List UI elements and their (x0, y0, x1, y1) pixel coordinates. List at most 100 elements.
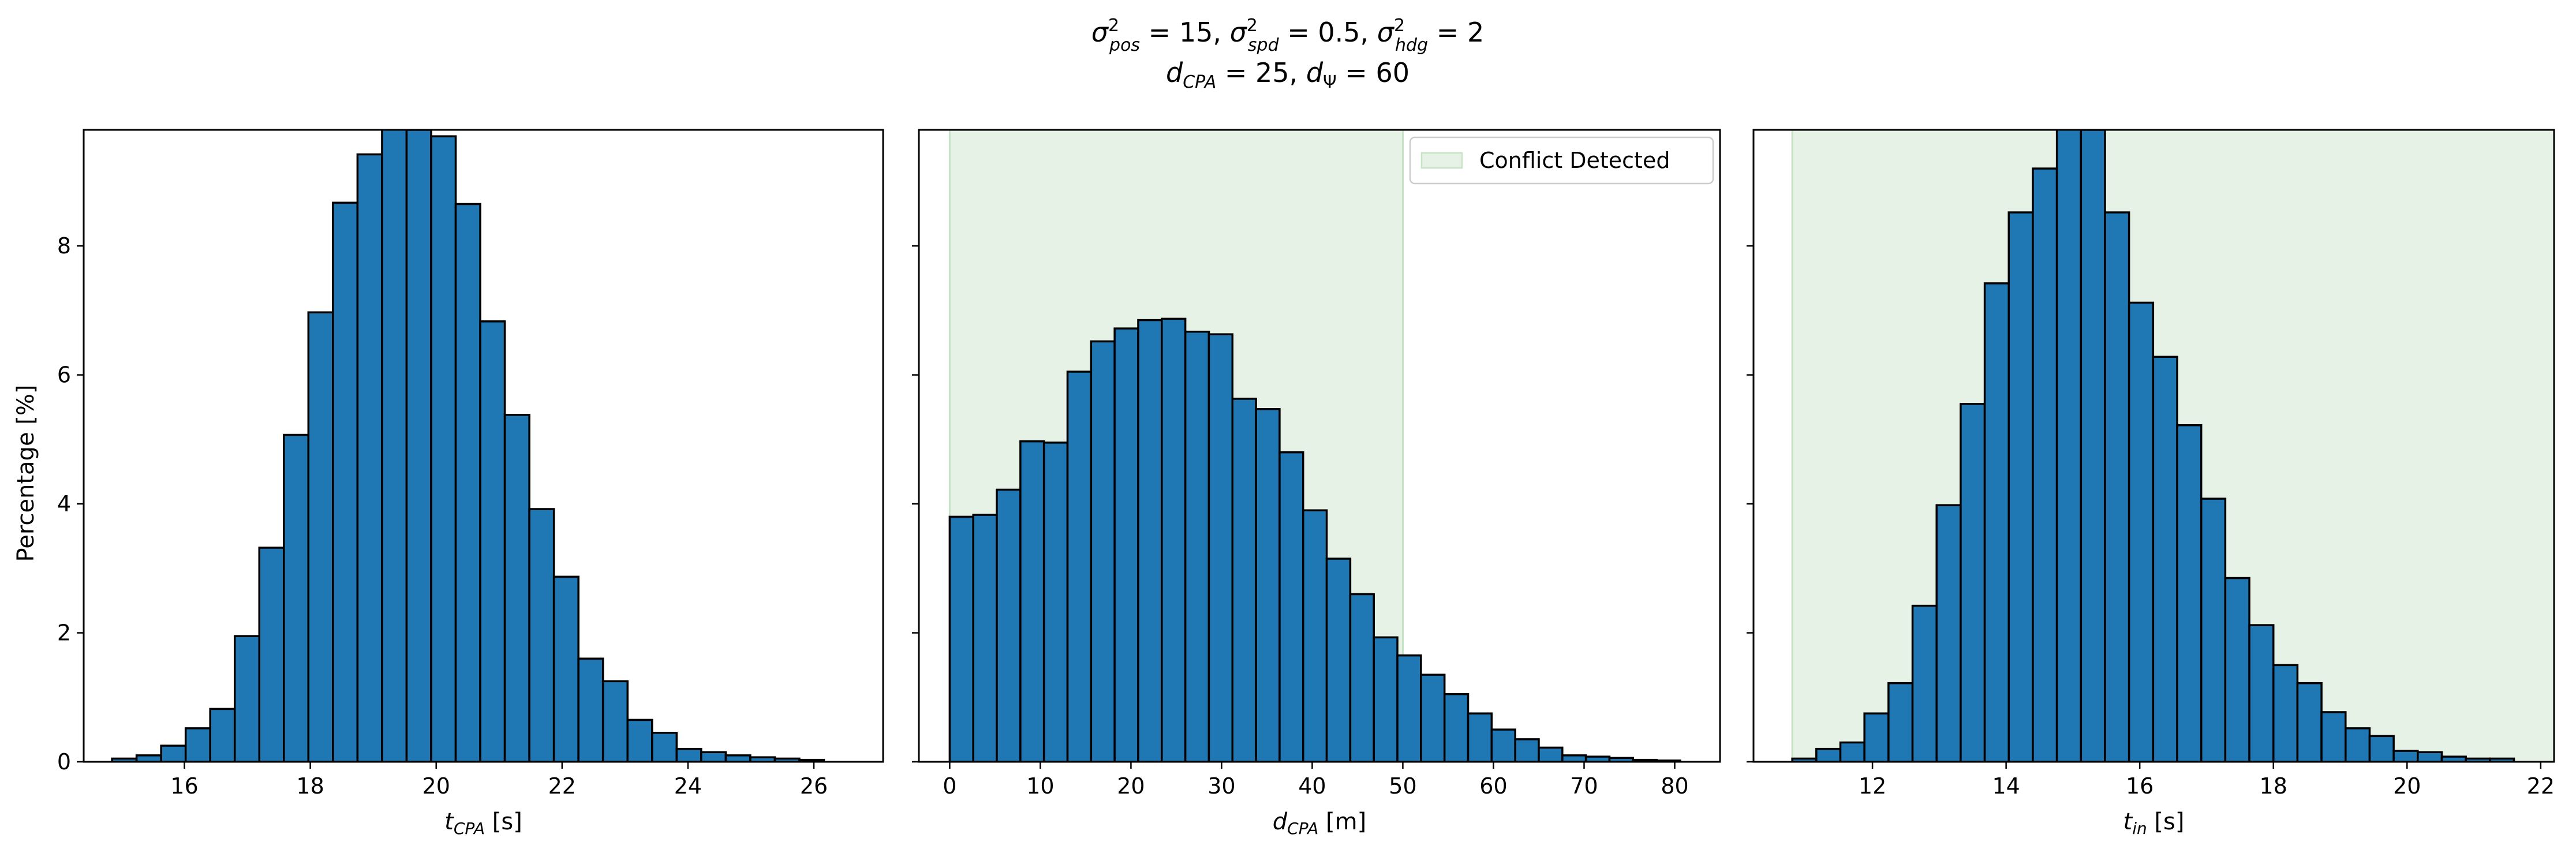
histogram-bar-25 (2392, 750, 2419, 762)
histogram-bar-14 (1278, 451, 1304, 762)
histogram-bar-11 (2055, 130, 2083, 762)
histogram-bar-13 (430, 135, 457, 762)
histogram-bar-20 (2272, 664, 2299, 762)
plot-area (948, 130, 1681, 762)
histogram-bar-16 (2176, 424, 2203, 762)
x-tick-label: 40 (1298, 773, 1326, 799)
x-tick-label: 10 (1026, 773, 1054, 799)
x-tick-label: 80 (1661, 773, 1688, 799)
histogram-bar-3 (1019, 440, 1045, 762)
axes-frame (83, 129, 884, 763)
legend-swatch (1420, 152, 1463, 169)
x-tick-label: 70 (1570, 773, 1598, 799)
x-axis-label: tin [s] (2123, 809, 2185, 838)
histogram-bar-19 (1396, 654, 1422, 762)
histogram-bar-13 (1255, 408, 1281, 762)
histogram-bar-24 (700, 751, 727, 762)
histogram-bar-23 (1490, 728, 1516, 762)
x-tick-label: 18 (2260, 773, 2287, 799)
histogram-bar-9 (332, 201, 359, 762)
y-tick-label: 2 (57, 620, 71, 646)
x-tick-label: 24 (674, 773, 702, 799)
histogram-bar-8 (1137, 319, 1163, 762)
histogram-bar-22 (1467, 712, 1493, 762)
histogram-bar-10 (1184, 330, 1210, 762)
y-tick-label: 8 (57, 233, 71, 259)
y-axis-label: Percentage [%] (13, 385, 39, 562)
histogram-bar-9 (1161, 317, 1187, 762)
histogram-bar-4 (1042, 442, 1069, 762)
histogram-bar-3 (1863, 712, 1890, 762)
histogram-bar-21 (2296, 682, 2323, 762)
histogram-bar-23 (675, 747, 702, 762)
histogram-bar-2 (996, 488, 1022, 762)
histogram-bar-6 (258, 547, 285, 762)
histogram-bar-14 (2128, 301, 2155, 762)
x-axis-label: dCPA [m] (1273, 809, 1366, 838)
x-tick-label: 20 (2393, 773, 2421, 799)
histogram-bar-17 (528, 508, 555, 762)
histogram-bar-6 (1090, 340, 1116, 762)
x-tick-label: 20 (1117, 773, 1145, 799)
histogram-bar-14 (454, 203, 481, 762)
histogram-panel-d-cpa: 0 10 20 30 40 50 60 70 80 dCPA [m] Conflict Detect… (912, 129, 1721, 838)
histogram-bar-5 (1066, 371, 1093, 762)
y-tick-label: 0 (57, 749, 71, 775)
x-tick-label: 0 (943, 773, 956, 799)
histogram-bar-7 (1960, 403, 1986, 762)
histogram-bar-23 (2345, 727, 2371, 762)
histogram-bar-1 (1815, 747, 1842, 762)
histogram-bar-18 (1373, 636, 1399, 762)
histogram-bar-7 (283, 433, 310, 762)
histogram-bar-8 (307, 311, 334, 762)
histogram-bar-2 (1839, 741, 1865, 762)
histogram-bar-26 (2417, 751, 2443, 762)
histogram-bar-5 (233, 635, 261, 762)
histogram-bar-25 (724, 754, 752, 762)
x-tick-label: 30 (1207, 773, 1235, 799)
suptitle-line-2: dCPA = 25, dΨ = 60 (1166, 57, 1409, 92)
histogram-bar-15 (1302, 509, 1328, 762)
histogram-bar-25 (1538, 746, 1564, 762)
histogram-bar-24 (1514, 738, 1540, 762)
histogram-bar-7 (1113, 327, 1139, 762)
x-tick-label: 22 (548, 773, 576, 799)
histogram-bar-10 (356, 153, 383, 762)
plot-area (111, 130, 825, 762)
histogram-bar-0 (948, 515, 974, 762)
histogram-bar-1 (972, 514, 998, 762)
x-tick-label: 22 (2527, 773, 2555, 799)
y-tick-label: 4 (57, 491, 71, 517)
suptitle-line-1: σ2 pos = 15, σ2 spd = 0.5, σ2 hdg = 2 (1091, 16, 1484, 55)
histogram-bar-15 (479, 320, 506, 762)
x-tick-label: 60 (1479, 773, 1507, 799)
histogram-bar-17 (2200, 497, 2227, 762)
histogram-bar-12 (2080, 130, 2106, 762)
histogram-bar-11 (1207, 333, 1234, 762)
histogram-panel-t-in: 12 14 16 18 20 22 tin [s] (1747, 129, 2555, 838)
histogram-bar-20 (601, 680, 629, 762)
histogram-bar-12 (1231, 398, 1257, 762)
histogram-bar-24 (2368, 735, 2395, 762)
x-tick-label: 16 (2126, 773, 2153, 799)
histogram-bar-22 (2320, 711, 2347, 762)
x-tick-label: 50 (1389, 773, 1416, 799)
histogram-bar-6 (1935, 504, 1962, 762)
x-tick-label: 20 (423, 773, 450, 799)
histogram-bar-17 (1349, 593, 1375, 762)
histogram-bar-15 (2152, 356, 2178, 762)
histogram-bar-5 (1911, 604, 1938, 762)
x-tick-label: 14 (1992, 773, 2020, 799)
histogram-bar-21 (626, 719, 653, 762)
histogram-bar-16 (503, 414, 530, 762)
histogram-bar-8 (1983, 282, 2010, 762)
histogram-bar-18 (552, 575, 579, 762)
histogram-bar-26 (1561, 754, 1587, 762)
axes-frame (1752, 129, 2555, 763)
histogram-bar-16 (1325, 558, 1352, 762)
histogram-bar-1 (135, 754, 162, 762)
histogram-bar-12 (405, 130, 432, 762)
histogram-bar-2 (160, 744, 187, 762)
